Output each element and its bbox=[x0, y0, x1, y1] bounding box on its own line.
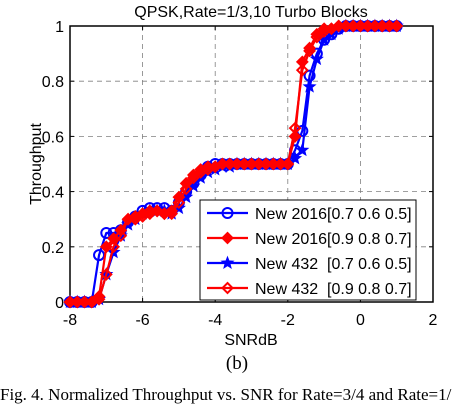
series-2-point bbox=[310, 27, 324, 41]
y-tick-label: 0 bbox=[55, 295, 64, 312]
series-2-point bbox=[288, 129, 302, 143]
y-tick-label: 0.2 bbox=[42, 240, 64, 257]
legend-marker-3 bbox=[220, 255, 235, 269]
y-tick-labels: 0 0.2 0.4 0.6 0.8 1 bbox=[42, 19, 64, 312]
series-1-point bbox=[303, 69, 316, 82]
plot-area bbox=[62, 18, 434, 309]
series-2-point bbox=[85, 295, 99, 309]
x-tick-label: -8 bbox=[63, 312, 77, 329]
legend-marker-1 bbox=[221, 207, 234, 219]
x-tick-label: 2 bbox=[429, 312, 438, 329]
series-2-point bbox=[92, 290, 106, 303]
series-4-point bbox=[172, 196, 186, 210]
legend: New 2016[0.7 0.6 0.5] New 2016[0.9 0.8 0.… bbox=[199, 199, 417, 301]
legend-entries: New 2016[0.7 0.6 0.5] New 2016[0.9 0.8 0.… bbox=[207, 206, 412, 298]
series-3-point bbox=[295, 142, 310, 157]
series-2-point bbox=[165, 204, 179, 218]
y-tick-label: 1 bbox=[55, 19, 64, 36]
series-layer bbox=[62, 18, 404, 309]
x-tick-label: -4 bbox=[208, 312, 222, 329]
panel-label: (b) bbox=[226, 353, 248, 374]
series-2-point bbox=[99, 240, 113, 254]
series-4-point bbox=[295, 63, 309, 77]
series-2 bbox=[63, 19, 404, 309]
legend-marker-2 bbox=[221, 231, 234, 245]
legend-marker-4 bbox=[221, 281, 234, 295]
x-tick-label: -2 bbox=[281, 312, 295, 329]
series-2-point bbox=[303, 41, 316, 55]
series-2-point bbox=[114, 223, 128, 237]
x-tick-labels: -8 -6 -4 -2 0 2 bbox=[63, 312, 438, 329]
series-2-point bbox=[390, 19, 404, 33]
series-2-point bbox=[107, 232, 120, 245]
legend-box bbox=[199, 199, 417, 301]
legend-label-2: New 2016[0.9 0.8 0.7] bbox=[255, 231, 412, 248]
series-1-point bbox=[100, 227, 113, 239]
series-2-point bbox=[172, 190, 186, 204]
legend-label-3: New 432 [0.7 0.6 0.5] bbox=[255, 256, 412, 273]
series-4-point bbox=[179, 182, 193, 196]
series-2-point bbox=[187, 168, 200, 182]
chart-title: QPSK,Rate=1/3,10 Turbo Blocks bbox=[134, 4, 367, 21]
y-tick-label: 0.6 bbox=[42, 129, 64, 146]
x-tick-label: -6 bbox=[135, 312, 149, 329]
y-tick-label: 0.8 bbox=[42, 74, 64, 91]
figure-caption: Fig. 4. Normalized Throughput vs. SNR fo… bbox=[0, 385, 452, 404]
legend-label-1: New 2016[0.7 0.6 0.5] bbox=[255, 206, 412, 223]
series-2-point bbox=[179, 176, 193, 190]
series-3-point bbox=[302, 79, 317, 93]
y-tick-label: 0.4 bbox=[42, 185, 64, 202]
legend-label-4: New 432 [0.9 0.8 0.7] bbox=[255, 281, 412, 298]
series-2-point bbox=[281, 157, 295, 171]
x-axis-label: SNRdB bbox=[224, 332, 277, 349]
x-tick-label: 0 bbox=[356, 312, 365, 329]
y-axis-label: Throughput bbox=[28, 123, 45, 205]
series-2-point bbox=[295, 55, 309, 69]
